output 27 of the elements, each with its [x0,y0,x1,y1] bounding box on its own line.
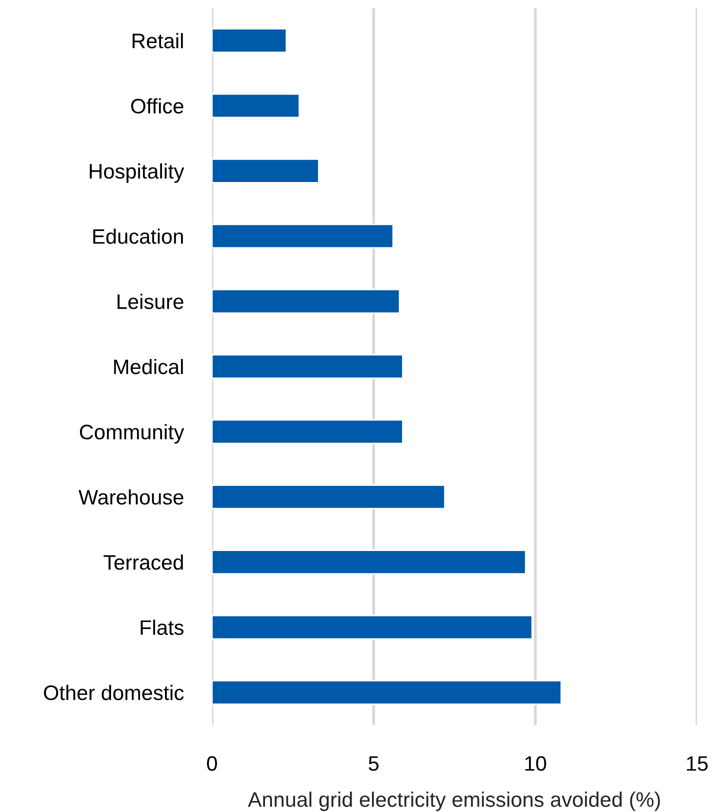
x-tick-label: 10 [525,756,546,771]
y-tick-label: Retail [132,33,183,48]
y-tick-label: Flats [140,620,184,635]
y-tick-label: Other domestic [44,684,184,700]
y-tick-label: Leisure [118,294,184,310]
bar [212,224,394,249]
y-tick-label: Warehouse [78,489,184,505]
bar [212,288,400,314]
y-tick-label: Terraced [104,554,183,570]
y-tick-label: Community [80,424,184,444]
bar [212,614,533,640]
bar [212,158,320,184]
bar [212,419,404,444]
bar [212,680,562,705]
bar [212,354,404,379]
bar [212,484,446,510]
y-tick-label: Hospitality [90,163,184,183]
bar [212,28,288,54]
bar [212,93,300,118]
x-axis-title: Annual grid electricity emissions avoided (%) [248,792,660,812]
bar [212,550,526,574]
x-tick-label: 0 [207,756,217,771]
y-tick-label: Education [93,228,183,244]
y-tick-label: Medical [114,358,183,374]
x-tick-label: 15 [687,756,708,771]
x-tick-label: 5 [368,756,379,771]
y-tick-label: Office [131,98,184,114]
